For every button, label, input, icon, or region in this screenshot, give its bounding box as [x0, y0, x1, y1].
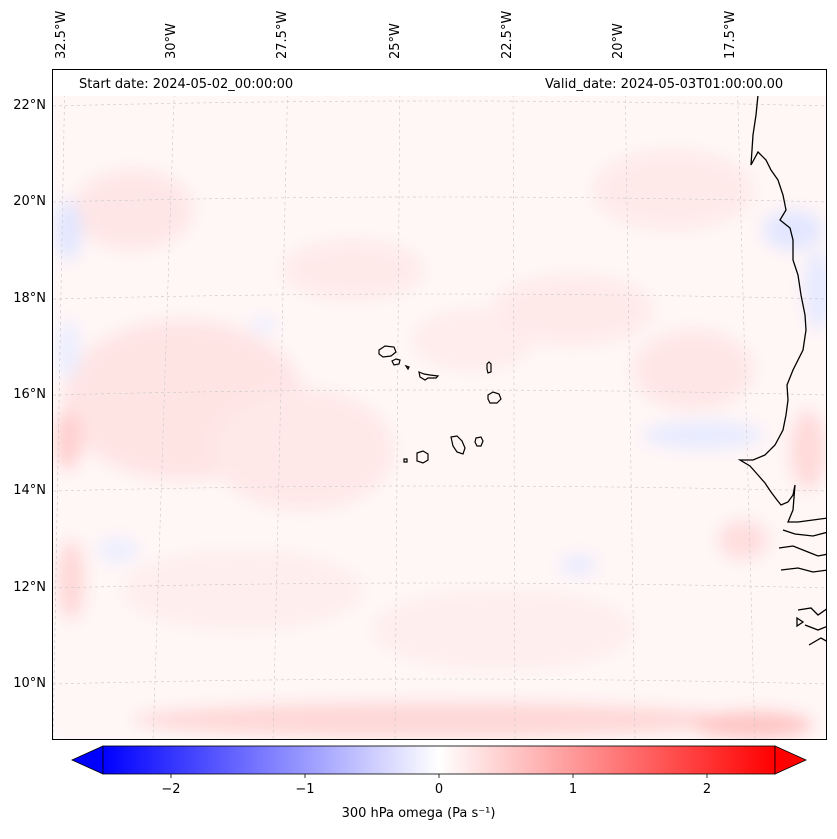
lon-label-22-5w: 22.5°W	[500, 10, 515, 59]
lat-label-14n: 14°N	[13, 483, 46, 498]
island-santiago	[450, 435, 466, 455]
island-brava	[403, 458, 408, 463]
colorbar-tick-1: 1	[568, 782, 578, 797]
lon-label-27-5w: 27.5°W	[275, 10, 290, 59]
island-boa-vista	[487, 391, 502, 404]
lon-label-25w: 25°W	[388, 23, 403, 59]
lon-label-30w: 30°W	[164, 23, 179, 59]
lat-label-22n: 22°N	[13, 98, 46, 113]
island-santo-antao	[378, 345, 397, 358]
island-sal	[486, 361, 492, 374]
colorbar-low-extend	[71, 745, 104, 775]
island-sao-vicente	[391, 358, 401, 366]
west-africa-coastline	[737, 94, 826, 646]
lat-label-20n: 20°N	[13, 194, 46, 209]
lon-label-32-5w: 32.5°W	[54, 10, 69, 59]
island-sao-nicolau	[418, 371, 440, 381]
colorbar-gradient	[102, 745, 776, 775]
valid-date-label: Valid_date: 2024-05-03T01:00:00.00	[545, 77, 784, 92]
colorbar-label: 300 hPa omega (Pa s⁻¹)	[341, 806, 496, 821]
colorbar-tick-minus-2: −2	[161, 782, 181, 797]
lon-label-20w: 20°W	[611, 23, 626, 59]
lat-label-18n: 18°N	[13, 291, 46, 306]
graticule	[53, 70, 826, 739]
colorbar-high-extend	[774, 745, 807, 775]
lon-label-17-5w: 17.5°W	[723, 10, 738, 59]
island-santa-luzia	[404, 364, 410, 371]
lat-label-12n: 12°N	[13, 580, 46, 595]
colorbar	[71, 745, 807, 778]
colorbar-tick-0: 0	[434, 782, 444, 797]
colorbar-tick-2: 2	[702, 782, 712, 797]
island-maio	[474, 436, 484, 447]
start-date-label: Start date: 2024-05-02_00:00:00	[79, 77, 294, 92]
lat-label-10n: 10°N	[13, 676, 46, 691]
island-fogo	[416, 450, 429, 464]
omega-field	[53, 70, 826, 739]
cape-verde-islands	[378, 345, 502, 464]
map-svg	[53, 70, 826, 739]
map-panel	[52, 69, 827, 740]
lat-label-16n: 16°N	[13, 387, 46, 402]
colorbar-tick-minus-1: −1	[295, 782, 315, 797]
